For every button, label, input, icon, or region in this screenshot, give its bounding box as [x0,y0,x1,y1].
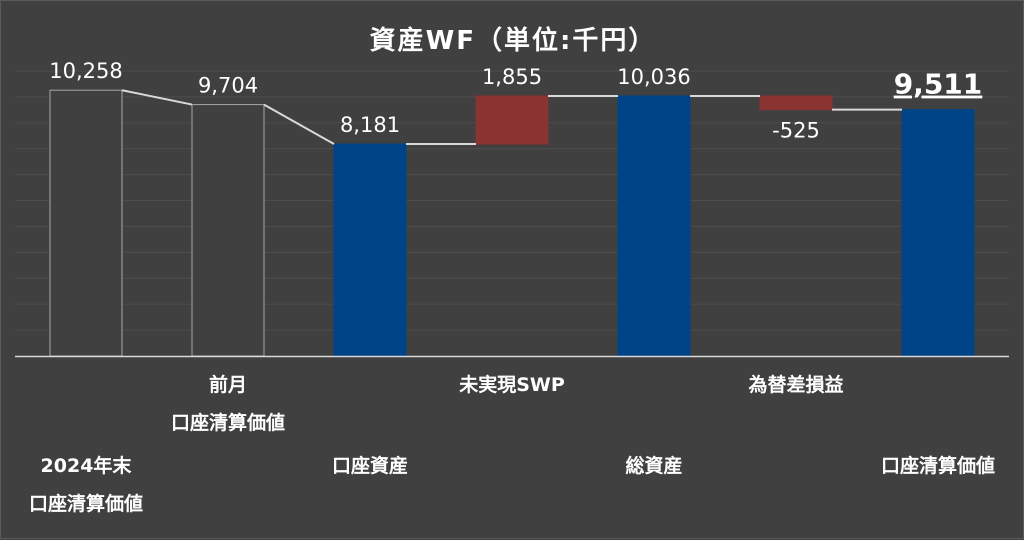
data-label-6: -525 [772,119,820,143]
bar-1 [49,89,123,357]
bar-2 [191,104,265,357]
data-label-2: 9,704 [198,74,258,98]
data-label-4: 1,855 [482,65,542,89]
data-label-3: 8,181 [340,113,400,137]
bar-6 [759,95,833,111]
data-label-5: 10,036 [617,65,690,89]
category-label-6-line-1: 為替差損益 [748,373,843,396]
bar-3 [333,143,407,357]
bar-5 [617,95,691,357]
category-label-1-line-1: 2024年末 [41,454,133,477]
bar-7 [901,109,975,357]
category-label-2-line-2: 口座清算価値 [171,411,285,434]
category-label-3-line-1: 口座資産 [332,454,408,477]
bar-4 [475,95,549,145]
category-label-7-line-1: 口座清算価値 [881,454,995,477]
data-label-7: 9,511 [894,68,983,101]
connector-1 [121,89,193,106]
connector-2 [263,103,335,145]
category-label-2-line-1: 前月 [209,373,247,396]
category-label-1-line-2: 口座清算価値 [29,492,143,515]
data-labels: 10,258 9,704 8,181 1,855 10,036 -525 9,511 [49,59,982,142]
category-label-5-line-1: 総資産 [625,454,682,477]
chart-title: 資産WF（単位:千円） [370,25,657,56]
bars [49,89,975,357]
connectors [121,89,902,146]
category-label-4-line-1: 未実現SWP [458,373,565,396]
data-label-1: 10,258 [49,59,122,83]
category-labels: 2024年末口座清算価値前月口座清算価値口座資産未実現SWP総資産為替差損益口座… [29,373,995,515]
